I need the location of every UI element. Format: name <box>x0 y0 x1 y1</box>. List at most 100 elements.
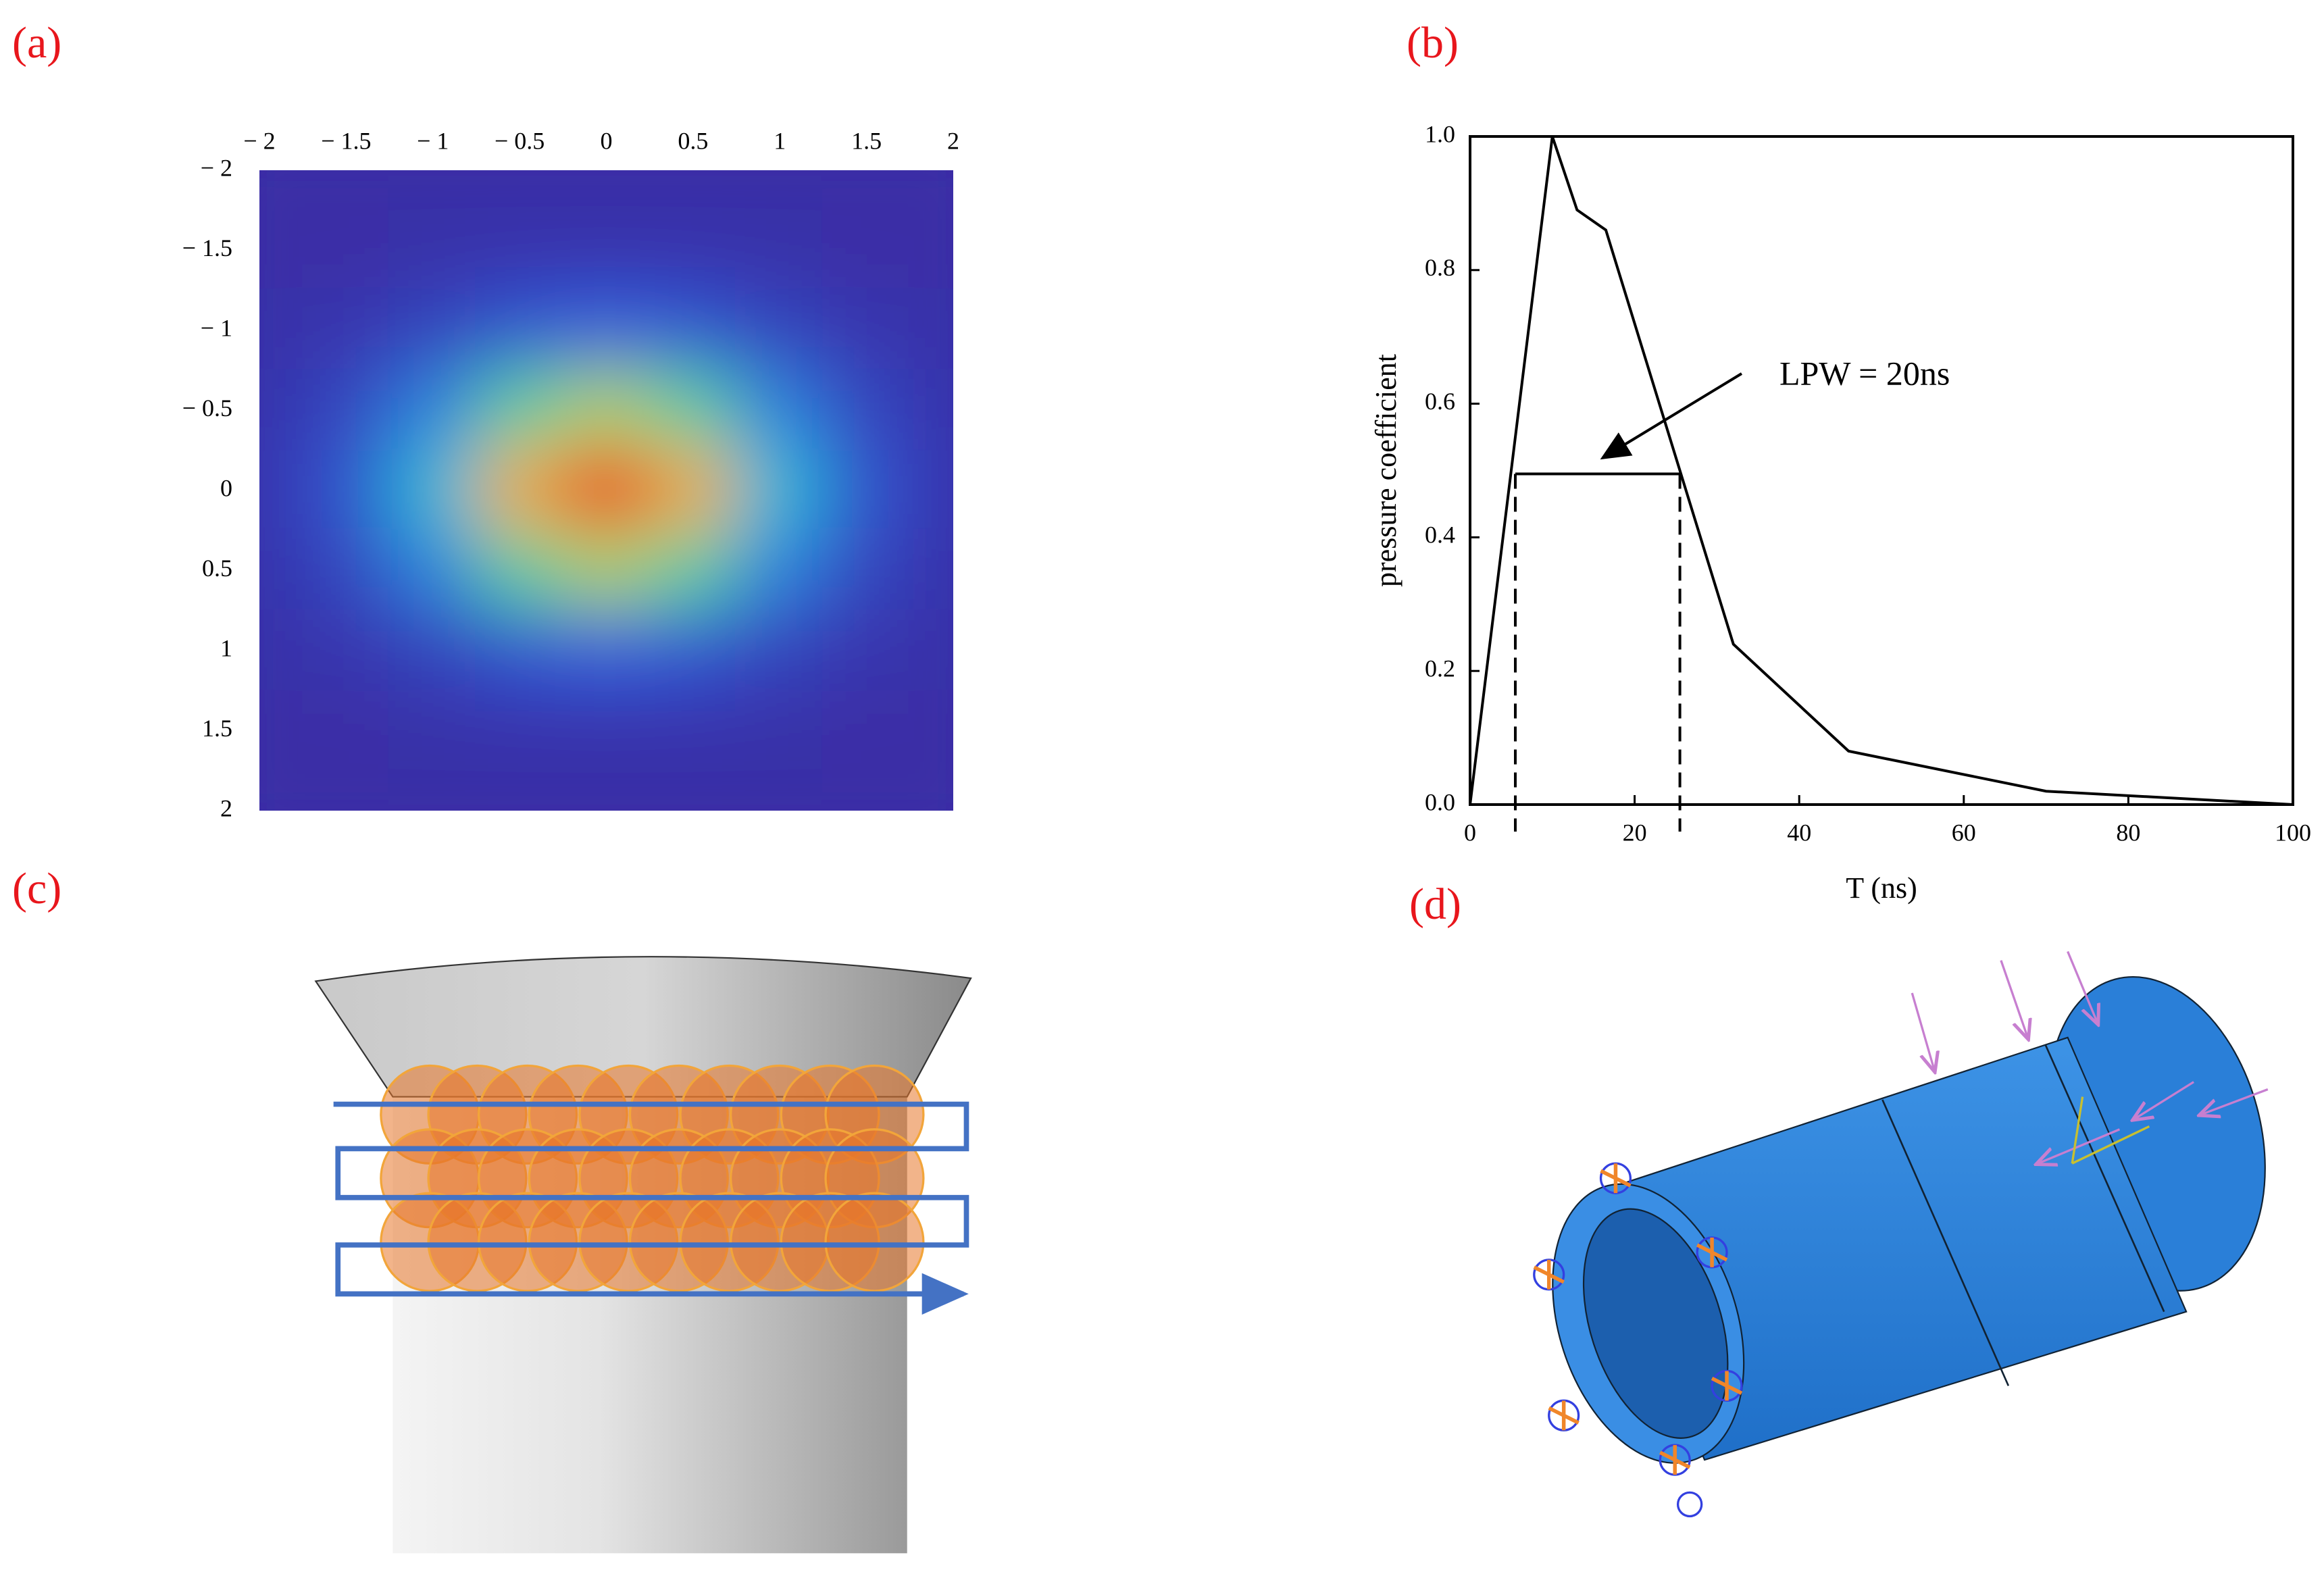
heatmap-cell <box>735 449 825 532</box>
heatmap-cell <box>822 209 911 292</box>
heatmap-cell <box>822 529 911 612</box>
x-tick-label: 0 <box>1464 819 1476 846</box>
heatmap-cell <box>822 170 911 212</box>
panel-label: (c) <box>12 864 61 913</box>
heatmap-cell <box>259 689 305 772</box>
heatmap-cell <box>388 609 478 692</box>
x-tick-label: 0.5 <box>678 127 708 154</box>
heatmap-cell <box>822 689 911 772</box>
x-tick-label: 1.5 <box>851 127 882 154</box>
y-tick-label: − 0.5 <box>182 395 232 422</box>
x-tick-label: 1 <box>774 127 786 154</box>
heatmap-cell <box>735 609 825 692</box>
y-tick-label: 1.0 <box>1425 120 1455 147</box>
plot-frame <box>1469 135 2294 806</box>
heatmap-cell <box>561 689 651 772</box>
heatmap-cell <box>474 288 565 372</box>
heatmap-cell <box>648 449 738 532</box>
heatmap-cell <box>259 209 305 292</box>
y-tick-label: − 2 <box>201 154 232 181</box>
y-tick-label: 1 <box>220 634 232 661</box>
heatmap-cell <box>561 769 651 811</box>
y-tick-label: 0.6 <box>1425 388 1455 415</box>
x-tick-label: − 1.5 <box>321 127 371 154</box>
heatmap-cell <box>908 170 953 212</box>
heatmap-cell <box>648 170 738 212</box>
annotation-arrow <box>1600 372 1743 460</box>
heatmap-cell <box>822 288 911 372</box>
heatmap-cell <box>388 170 478 212</box>
y-tick-label: 0 <box>220 474 232 501</box>
heatmap-cell <box>301 209 391 292</box>
heatmap-cell <box>561 529 651 612</box>
heatmap-cell <box>388 369 478 452</box>
heatmap-cell <box>561 288 651 372</box>
panel-label: (d) <box>1409 880 1461 929</box>
heatmap-cell <box>388 529 478 612</box>
heatmap-cell <box>908 769 953 811</box>
x-tick-label: 2 <box>947 127 959 154</box>
model-illustration <box>1533 950 2269 1518</box>
heatmap-cell <box>301 170 391 212</box>
y-tick-label: 0.4 <box>1425 522 1455 549</box>
x-tick-label: − 1 <box>417 127 449 154</box>
y-tick-label: 0.8 <box>1425 254 1455 281</box>
heatmap-cell <box>822 609 911 692</box>
heatmap-cell <box>648 288 738 372</box>
heatmap-cell <box>561 170 651 212</box>
y-axis-label: pressure coefficient <box>1369 354 1403 587</box>
heatmap-cell <box>474 769 565 811</box>
heatmap-cell <box>822 369 911 452</box>
heatmap-cell <box>561 369 651 452</box>
panel-label: (b) <box>1407 18 1459 68</box>
heatmap-cell <box>648 209 738 292</box>
heatmap-cell <box>735 769 825 811</box>
y-tick-label: − 1 <box>201 314 232 341</box>
heatmap-cell <box>908 529 953 612</box>
heatmap-cell <box>908 369 953 452</box>
heatmap-cell <box>822 449 911 532</box>
x-tick-label: − 0.5 <box>495 127 545 154</box>
heatmap-cells <box>259 170 953 811</box>
x-tick-label: 0 <box>601 127 613 154</box>
heatmap-cell <box>474 170 565 212</box>
heatmap-cell <box>301 449 391 532</box>
heatmap-cell <box>908 449 953 532</box>
heatmap-cell <box>735 288 825 372</box>
heatmap-cell <box>259 369 305 452</box>
heatmap-cell <box>474 529 565 612</box>
heatmap-cell <box>301 609 391 692</box>
heatmap-cell <box>908 288 953 372</box>
heatmap-cell <box>735 689 825 772</box>
heatmap-cell <box>388 449 478 532</box>
heatmap-cell <box>561 449 651 532</box>
heatmap-cell <box>648 369 738 452</box>
x-tick-label: 40 <box>1787 819 1811 846</box>
heatmap-cell <box>474 689 565 772</box>
y-tick-label: 0.2 <box>1425 655 1455 682</box>
heatmap-cell <box>388 769 478 811</box>
heatmap-cell <box>301 529 391 612</box>
heatmap-cell <box>735 209 825 292</box>
heatmap-cell <box>301 369 391 452</box>
y-tick-label: − 1.5 <box>182 234 232 261</box>
heatmap-cell <box>648 529 738 612</box>
y-tick-label: 1.5 <box>202 715 232 742</box>
heatmap-cell <box>648 769 738 811</box>
x-tick-label: 100 <box>2275 819 2311 846</box>
heatmap-cell <box>908 689 953 772</box>
y-tick-label: 0.0 <box>1425 788 1455 815</box>
x-tick-label: 20 <box>1623 819 1647 846</box>
heatmap-cell <box>735 369 825 452</box>
heatmap-cell <box>648 689 738 772</box>
heatmap-cell <box>301 769 391 811</box>
heatmap-cell <box>561 609 651 692</box>
heatmap-cell <box>474 609 565 692</box>
x-tick-label: 80 <box>2116 819 2140 846</box>
heatmap-cell <box>908 209 953 292</box>
x-tick-label: 60 <box>1952 819 1976 846</box>
heatmap-cell <box>735 170 825 212</box>
heatmap-cell <box>259 449 305 532</box>
heatmap-cell <box>474 449 565 532</box>
heatmap-cell <box>648 609 738 692</box>
